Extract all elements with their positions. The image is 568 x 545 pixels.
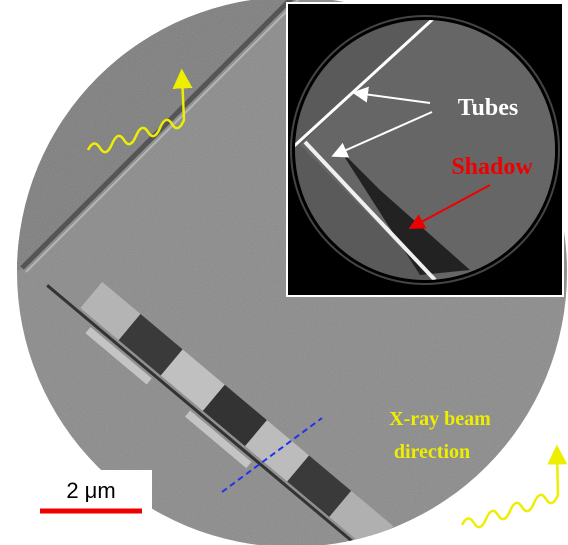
scale-label: 2 μm bbox=[66, 478, 115, 503]
shadow-label: Shadow bbox=[451, 154, 533, 180]
tubes-label: Tubes bbox=[458, 95, 519, 121]
inset: Tubes Shadow bbox=[287, 3, 563, 296]
beam-label: X-ray beam bbox=[389, 408, 491, 430]
figure: a) X-ray beam direction 2 μm Tubes Shado… bbox=[0, 0, 568, 545]
panel-label: a) bbox=[40, 28, 58, 53]
beam-label: direction bbox=[394, 441, 470, 463]
